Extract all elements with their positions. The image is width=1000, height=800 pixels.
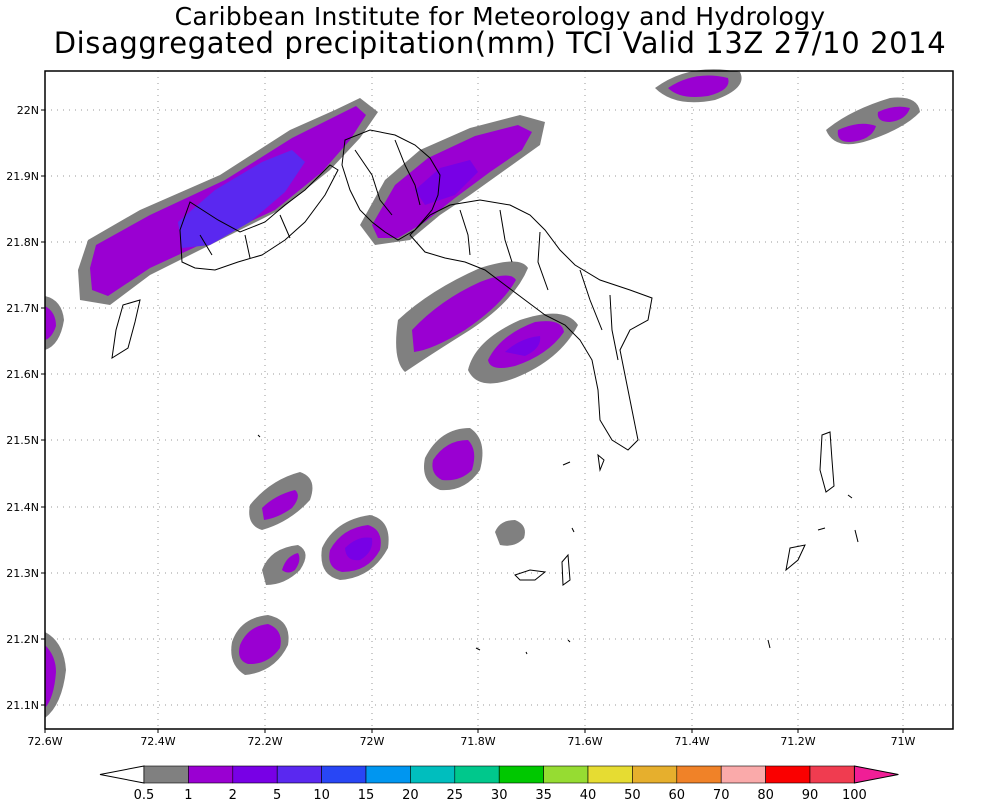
title-institute: Caribbean Institute for Meteorology and … xyxy=(174,2,826,31)
inner-borders-4 xyxy=(499,209,513,263)
y-tick-label: 21.3N xyxy=(6,567,39,580)
precip-blob-mid-east-heavy xyxy=(505,336,541,356)
colorbar-label: 90 xyxy=(802,788,819,800)
inner-borders-8 xyxy=(199,214,291,259)
precip-band-northwest-heavy xyxy=(178,150,305,248)
x-tick-label: 71.2W xyxy=(780,735,815,748)
island-cay-2 xyxy=(561,553,571,586)
colorbar-label: 2 xyxy=(229,788,237,800)
precip-blob-gray xyxy=(495,520,525,546)
precip-blob-small-core xyxy=(282,553,300,573)
precip-blob-northeast-core xyxy=(837,123,876,142)
island-salt-cay xyxy=(785,544,806,572)
precip-blob-south-1-core xyxy=(432,440,475,481)
inner-borders-5 xyxy=(537,231,549,291)
colorbar-label: 25 xyxy=(447,788,464,800)
colorbar-label: 0.5 xyxy=(134,788,155,800)
colorbar-swatch xyxy=(543,765,589,784)
colorbar-arrow-high xyxy=(853,765,899,784)
x-tick-label: 72W xyxy=(360,735,385,748)
colorbar-label: 70 xyxy=(713,788,730,800)
precip-blob-south-2-core xyxy=(262,490,298,520)
colorbar-label: 10 xyxy=(313,788,330,800)
x-tick-label: 71W xyxy=(891,735,916,748)
colorbar-swatch xyxy=(765,765,811,784)
x-tick-label: 72.6W xyxy=(27,735,62,748)
colorbar-swatch xyxy=(276,765,322,784)
colorbar-swatch xyxy=(809,765,855,784)
colorbar-swatch xyxy=(587,765,633,784)
x-tick-label: 71.6W xyxy=(567,735,602,748)
x-tick-label: 71.4W xyxy=(674,735,709,748)
precip-blob-northeast-core2 xyxy=(877,106,910,122)
y-tick-label: 21.7N xyxy=(6,302,39,315)
colorbar-swatch xyxy=(632,765,678,784)
colorbar-swatch xyxy=(498,765,544,784)
precip-band-mid-core xyxy=(412,275,516,352)
inner-borders-3 xyxy=(459,209,471,256)
plot-area xyxy=(45,71,953,729)
precip-field xyxy=(45,69,920,718)
island-north-caicos xyxy=(341,129,441,241)
inner-borders-6 xyxy=(579,269,603,331)
island-cay-1 xyxy=(514,569,547,581)
colorbar-label: 5 xyxy=(273,788,281,800)
y-tick-label: 22N xyxy=(17,104,39,117)
y-tick-label: 21.5N xyxy=(6,434,39,447)
island-grand-turk xyxy=(819,431,835,493)
colorbar-swatch xyxy=(454,765,500,784)
colorbar-label: 100 xyxy=(842,788,867,800)
precip-band-central-heavy xyxy=(415,160,478,205)
coastlines xyxy=(111,129,859,655)
colorbar-swatch xyxy=(676,765,722,784)
y-tick-label: 21.4N xyxy=(6,501,39,514)
colorbar-arrow-low xyxy=(99,765,145,784)
island-small-dots xyxy=(257,434,771,655)
y-tick-label: 21.2N xyxy=(6,633,39,646)
colorbar-swatch xyxy=(321,765,367,784)
colorbar-swatch xyxy=(143,765,189,784)
colorbar-label: 50 xyxy=(624,788,641,800)
y-axis-ticks: 22N 21.9N 21.8N 21.7N 21.6N 21.5N 21.4N 21.3N 21… xyxy=(6,104,45,712)
precip-blob-west-edge-core xyxy=(45,306,56,340)
precip-blob-south-3-heavy xyxy=(345,537,373,561)
colorbar-label: 20 xyxy=(402,788,419,800)
colorbar-label: 80 xyxy=(757,788,774,800)
colorbar-label: 15 xyxy=(358,788,375,800)
island-cay-3 xyxy=(562,461,859,543)
y-tick-label: 21.6N xyxy=(6,368,39,381)
y-tick-label: 21.8N xyxy=(6,236,39,249)
title-product: Disaggregated precipitation(mm) TCI Vali… xyxy=(53,26,947,60)
precip-blob-top-core xyxy=(668,75,729,97)
x-tick-label: 72.4W xyxy=(140,735,175,748)
precip-blob-south-4-core xyxy=(239,624,281,665)
x-axis-ticks: 72.6W 72.4W 72.2W 72W 71.8W 71.6W 71.4W 71.2W 71… xyxy=(27,729,916,748)
colorbar-swatch xyxy=(232,765,278,784)
precip-blob-southwest-edge-core xyxy=(45,645,56,708)
y-tick-label: 21.9N xyxy=(6,170,39,183)
inner-borders-2 xyxy=(394,139,421,206)
colorbar-swatch xyxy=(365,765,411,784)
grid-lines xyxy=(45,71,953,729)
island-middle-caicos xyxy=(409,199,653,451)
colorbar-swatch xyxy=(188,765,234,784)
colorbar-swatch xyxy=(410,765,456,784)
island-west-caicos xyxy=(111,299,141,359)
colorbar-label: 40 xyxy=(580,788,597,800)
x-tick-label: 71.8W xyxy=(460,735,495,748)
colorbar-label: 35 xyxy=(535,788,552,800)
colorbar-label: 30 xyxy=(491,788,508,800)
island-east-caicos-tail xyxy=(597,453,605,472)
colorbar-label: 60 xyxy=(669,788,686,800)
colorbar-label: 1 xyxy=(184,788,192,800)
y-tick-label: 21.1N xyxy=(6,699,39,712)
island-providenciales xyxy=(179,164,339,271)
x-tick-label: 72.2W xyxy=(247,735,282,748)
plot-frame xyxy=(44,70,954,730)
colorbar-swatch xyxy=(720,765,766,784)
inner-borders-1 xyxy=(354,149,393,216)
inner-borders-7 xyxy=(609,294,619,361)
colorbar: 0.5 1 2 5 10 15 20 25 30 35 40 50 60 70 80 90 100 xyxy=(99,765,899,800)
